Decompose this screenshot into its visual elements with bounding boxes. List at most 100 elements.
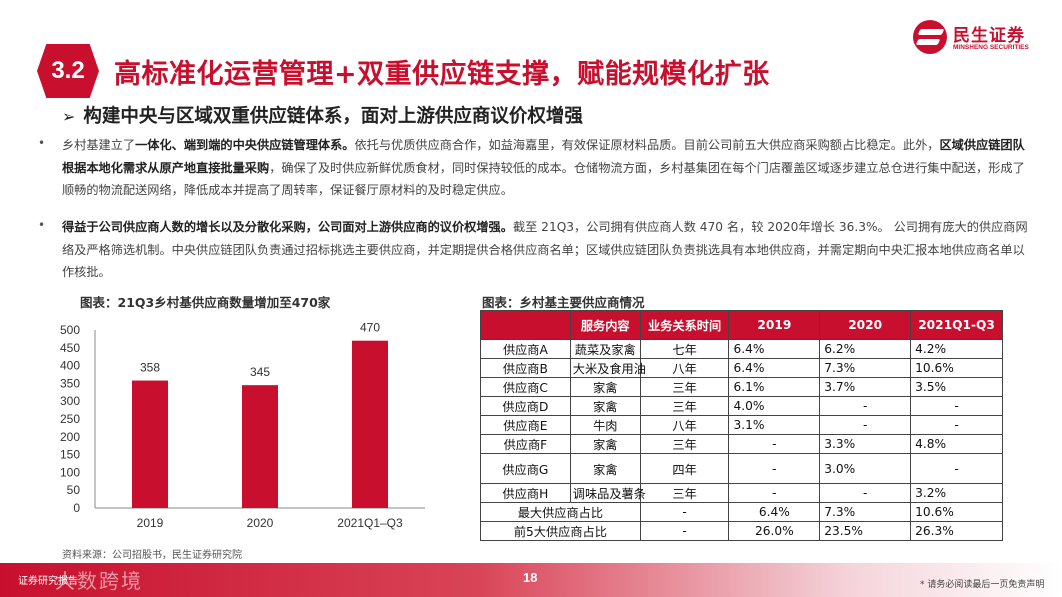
- bar-data-label: 358: [140, 361, 160, 375]
- company-logo: 民生证券 MINSHENG SECURITIES: [913, 18, 1043, 60]
- y-tick-label: 200: [60, 430, 80, 444]
- bullet-bold-text: 区域供应链团队根据本地化需求从原产地直接批量采购: [62, 138, 1025, 175]
- footer-watermark: 大数跨境: [55, 569, 143, 593]
- page-title: 高标准化运营管理+双重供应链支撑，赋能规模化扩张: [114, 59, 770, 90]
- table-cell: 3.3%: [819, 434, 912, 454]
- footer-bar: [0, 563, 1062, 597]
- y-tick-label: 300: [60, 394, 80, 408]
- y-tick-label: 250: [60, 412, 80, 426]
- table-cell: -: [639, 502, 730, 522]
- y-tick-label: 50: [67, 483, 81, 497]
- table-cell: 10.6%: [910, 502, 1003, 522]
- footer-disclaimer: * 请务必阅读最后一页免责声明: [920, 580, 1045, 590]
- table-cell: 三年: [639, 377, 730, 397]
- x-tick-label: 2019: [137, 516, 164, 530]
- table-row: 供应商D 家禽 三年 4.0% - -: [480, 396, 1003, 416]
- arrow-bullet-icon: ➢: [62, 107, 76, 126]
- bar-data-label: 345: [250, 365, 270, 379]
- table-cell: 调味品及薯条: [569, 483, 646, 503]
- table-cell: 6.4%: [728, 339, 821, 359]
- table-cell: 最大供应商占比: [480, 502, 641, 522]
- table-cell: -: [728, 434, 821, 454]
- logo-chinese-name: 民生证券: [953, 26, 1025, 46]
- source-note: 资料来源：公司招股书，民生证券研究院: [62, 550, 242, 561]
- bar: [132, 380, 168, 508]
- table-cell: 3.2%: [910, 483, 1003, 503]
- bullet-marker: •: [38, 218, 46, 232]
- table-summary-row: 前5大供应商占比 - 26.0% 23.5% 26.3%: [480, 521, 1003, 541]
- bullet-marker: •: [38, 136, 46, 150]
- table-cell: 7.3%: [819, 502, 912, 522]
- y-tick-label: 450: [60, 341, 80, 355]
- table-cell: 23.5%: [819, 521, 912, 541]
- table-cell: 4.0%: [728, 396, 821, 416]
- table-cell: -: [819, 396, 912, 416]
- y-tick-label: 350: [60, 376, 80, 390]
- minsheng-logo-icon: [913, 20, 947, 54]
- table-cell: 七年: [639, 339, 730, 359]
- table-cell: 4.8%: [910, 434, 1003, 454]
- table-cell: 大米及食用油: [569, 358, 646, 378]
- page-number: 18: [523, 570, 538, 585]
- bar-data-label: 470: [360, 321, 380, 335]
- table-cell: -: [728, 483, 821, 503]
- table-cell: 供应商E: [480, 415, 571, 435]
- table-row: 供应商H 调味品及薯条 三年 - - 3.2%: [480, 483, 1003, 503]
- table-summary-row: 最大供应商占比 - 6.4% 7.3% 10.6%: [480, 502, 1003, 522]
- table-cell: 供应商F: [480, 434, 571, 454]
- bar: [352, 340, 388, 508]
- table-header-cell: 2019: [728, 310, 821, 340]
- table-cell: -: [728, 453, 821, 484]
- subtitle-text: 构建中央与区域双重供应链体系，面对上游供应商议价权增强: [83, 106, 583, 127]
- y-tick-label: 0: [73, 501, 80, 515]
- table-cell: 八年: [639, 358, 730, 378]
- bar: [242, 385, 278, 508]
- table-cell: 10.6%: [910, 358, 1003, 378]
- bullet-paragraph-supply-chain: 乡村基建立了一体化、端到端的中央供应链管理体系。依托与优质供应商合作，如益海嘉里…: [62, 134, 1032, 202]
- table-cell: -: [639, 521, 730, 541]
- table-cell: 家禽: [569, 453, 641, 484]
- y-tick-label: 500: [60, 323, 80, 337]
- table-header-cell: 2021Q1-Q3: [910, 310, 1003, 340]
- table-cell: 家禽: [569, 396, 641, 416]
- bullet-paragraph-bargaining-power: 得益于公司供应商人数的增长以及分散化采购，公司面对上游供应商的议价权增强。截至 …: [62, 216, 1032, 284]
- x-tick-label: 2020: [247, 516, 274, 530]
- table-row: 供应商B 大米及食用油 八年 6.4% 7.3% 10.6%: [480, 358, 1003, 378]
- table-cell: 前5大供应商占比: [480, 521, 641, 541]
- chart-bars: [132, 340, 388, 508]
- section-subtitle: ➢ 构建中央与区域双重供应链体系，面对上游供应商议价权增强: [62, 102, 583, 128]
- table-cell: 供应商A: [480, 339, 571, 359]
- table-cell: 蔬菜及家禽: [569, 339, 641, 359]
- y-tick-label: 100: [60, 465, 80, 479]
- table-row: 供应商E 牛肉 八年 3.1% - -: [480, 415, 1003, 435]
- supplier-table: 服务内容 业务关系时间 2019 2020 2021Q1-Q3 供应商A 蔬菜及…: [480, 310, 1003, 541]
- table-cell: 供应商D: [480, 396, 571, 416]
- table-caption: 图表：乡村基主要供应商情况: [482, 295, 645, 310]
- table-header-row: 服务内容 业务关系时间 2019 2020 2021Q1-Q3: [480, 310, 1003, 340]
- table-cell: 三年: [639, 396, 730, 416]
- table-cell: 26.0%: [728, 521, 821, 541]
- table-cell: 供应商G: [480, 453, 571, 484]
- table-row: 供应商G 家禽 四年 - 3.0% -: [480, 453, 1003, 484]
- table-cell: -: [819, 415, 912, 435]
- table-cell: 3.5%: [910, 377, 1003, 397]
- bullet-text: 依托与优质供应商合作，如益海嘉里，有效保证原材料品质。目前公司前五大供应商采购额…: [354, 138, 940, 152]
- table-cell: -: [819, 483, 912, 503]
- logo-english-name: MINSHENG SECURITIES: [953, 44, 1029, 51]
- supplier-count-bar-chart: 0 50 100 150 200 250 300 350 400 450 500 358 2019 34…: [60, 321, 425, 530]
- table-cell: 三年: [639, 483, 730, 503]
- table-cell: 牛肉: [569, 415, 641, 435]
- table-header-cell: 2020: [819, 310, 912, 340]
- bullet-bold-text: 一体化、端到端的中央供应链管理体系。: [135, 138, 355, 152]
- table-cell: 6.1%: [728, 377, 821, 397]
- table-cell: 6.2%: [819, 339, 912, 359]
- table-cell: 6.4%: [728, 358, 821, 378]
- table-cell: 供应商B: [480, 358, 571, 378]
- table-cell: 四年: [639, 453, 730, 484]
- table-cell: 26.3%: [910, 521, 1003, 541]
- table-cell: 7.3%: [819, 358, 912, 378]
- table-row: 供应商C 家禽 三年 6.1% 3.7% 3.5%: [480, 377, 1003, 397]
- table-cell: 八年: [639, 415, 730, 435]
- bullet-text: 乡村基建立了: [62, 138, 136, 152]
- x-tick-label: 2021Q1–Q3: [337, 516, 403, 530]
